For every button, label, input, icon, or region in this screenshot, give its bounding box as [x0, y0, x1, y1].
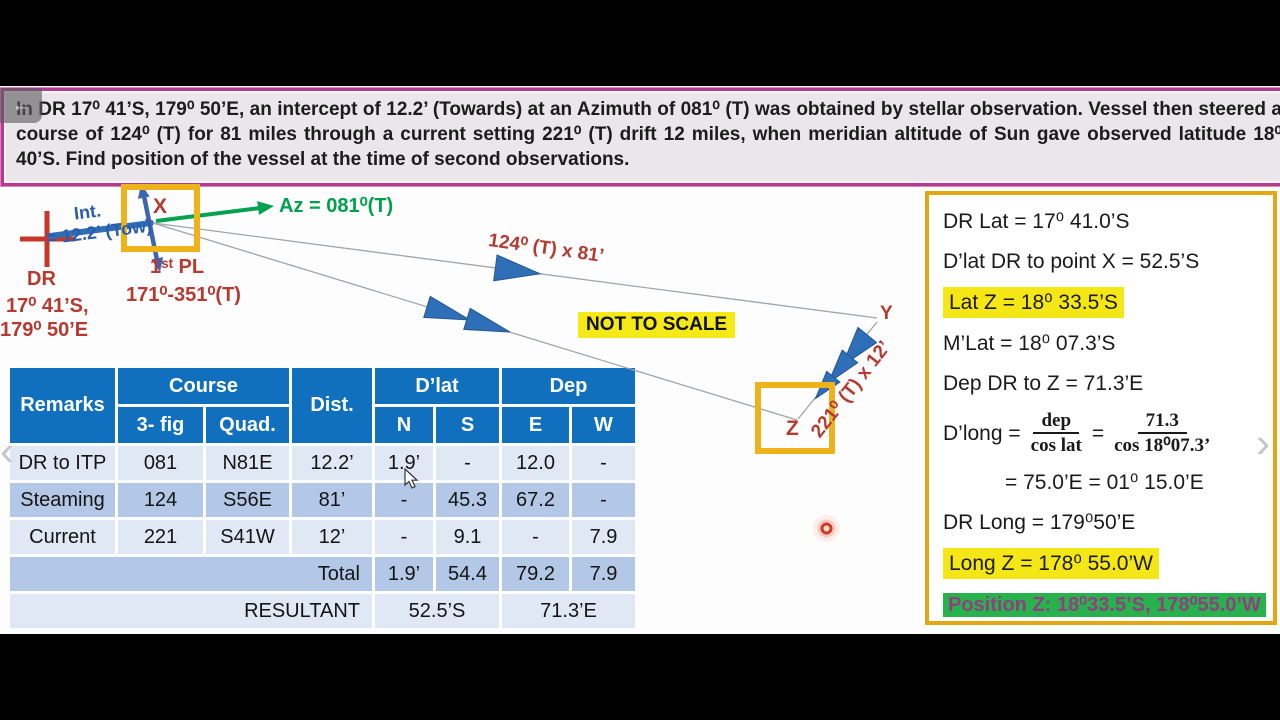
total-row-label: Total — [10, 557, 372, 591]
col-header-dep: Dep — [502, 368, 635, 404]
col-header-w: W — [572, 407, 635, 443]
table-cell: 12’ — [292, 520, 372, 554]
resultant-row-label: RESULTANT — [10, 594, 372, 628]
table-cell: 1.9’ — [375, 557, 433, 591]
table-cell: 54.4 — [436, 557, 499, 591]
not-to-scale-badge: NOT TO SCALE — [578, 312, 736, 338]
back-arrow-icon: ← — [11, 94, 31, 116]
table-cell: 81’ — [292, 483, 372, 517]
dr-label: DR — [27, 268, 56, 290]
calc-dr-lat: DR Lat = 17⁰ 41.0’S — [943, 210, 1130, 233]
course-arrowhead — [463, 307, 511, 333]
table-cell: - — [436, 446, 499, 480]
calc-lat-z: Lat Z = 18⁰ 33.5’S — [943, 287, 1124, 318]
calc-dlong-formula: D’long = dep cos lat = 71.3 cos 18⁰07.3’ — [943, 409, 1259, 457]
col-header-dlat: D’lat — [375, 368, 499, 404]
next-slide-chevron-icon[interactable]: › — [1256, 419, 1270, 466]
table-cell: S41W — [206, 520, 289, 554]
x-marker-box — [121, 184, 200, 252]
dlong-lhs: D’long = — [943, 421, 1021, 445]
table-cell: - — [502, 520, 569, 554]
table-cell: 12.0 — [502, 446, 569, 480]
col-header-quad: Quad. — [206, 407, 289, 443]
equals-sign: = — [1091, 421, 1105, 445]
problem-statement: In DR 17⁰ 41’S, 179⁰ 50’E, an intercept … — [1, 88, 1280, 186]
col-header-n: N — [375, 407, 433, 443]
back-button[interactable]: ← — [0, 88, 42, 123]
azimuth-label: Az = 081⁰(T) — [279, 195, 394, 217]
col-header-e: E — [502, 407, 569, 443]
table-cell: 9.1 — [436, 520, 499, 554]
table-cell: 67.2 — [502, 483, 569, 517]
laser-pointer-dot — [812, 514, 841, 543]
table-cell: S56E — [206, 483, 289, 517]
position-line-arrowhead-bottom — [151, 257, 164, 272]
table-cell: - — [375, 483, 433, 517]
table-cell: 1.9’ — [375, 446, 433, 480]
table-cell: 124 — [118, 483, 203, 517]
table-cell: 081 — [118, 446, 203, 480]
dr-latitude-label: 17⁰ 41’S, — [6, 295, 89, 317]
table-cell: - — [375, 520, 433, 554]
intercept-label: Int. — [72, 200, 103, 224]
table-cell: 45.3 — [436, 483, 499, 517]
table-cell: 221 — [118, 520, 203, 554]
calc-dep: Dep DR to Z = 71.3’E — [943, 372, 1144, 395]
course-arrowhead — [423, 295, 471, 321]
table-cell: 12.2’ — [292, 446, 372, 480]
calc-dr-long: DR Long = 179⁰50’E — [943, 511, 1136, 534]
table-cell: 79.2 — [502, 557, 569, 591]
resultant-dlat: 52.5’S — [375, 594, 499, 628]
point-x-label: X — [153, 195, 168, 218]
col-header-s: S — [436, 407, 499, 443]
first-pl-bearing-label: 171⁰-351⁰(T) — [126, 284, 241, 306]
table-cell: Current — [10, 520, 115, 554]
table-cell: 7.9 — [572, 520, 635, 554]
plotting-diagram — [20, 184, 878, 454]
dr-longitude-label: 179⁰ 50’E — [0, 319, 89, 341]
calc-mlat: M’Lat = 18⁰ 07.3’S — [943, 332, 1116, 355]
col-header-dist: Dist. — [292, 368, 372, 443]
table-cell: N81E — [206, 446, 289, 480]
point-y-label: Y — [880, 303, 893, 324]
traverse-table: Remarks Course Dist. D’lat Dep 3- fig Qu… — [10, 368, 635, 628]
point-z-label: Z — [786, 417, 799, 440]
calc-dlat: D’lat DR to point X = 52.5’S — [943, 250, 1200, 273]
calculation-panel: DR Lat = 17⁰ 41.0’S D’lat DR to point X … — [925, 191, 1277, 625]
position-line — [140, 190, 161, 266]
first-pl-label: 1ˢᵗ PL — [150, 256, 205, 278]
azimuth-arrowhead — [257, 201, 274, 215]
prev-slide-chevron-icon[interactable]: ‹ — [0, 427, 14, 474]
fraction-dep-coslat: dep cos lat — [1030, 410, 1082, 456]
col-header-3fig: 3- fig — [118, 407, 203, 443]
col-header-remarks: Remarks — [10, 368, 115, 443]
azimuth-arrow — [155, 206, 261, 223]
current-arrowhead — [827, 349, 859, 385]
course-arrowhead — [493, 254, 542, 282]
fraction-values: 71.3 cos 18⁰07.3’ — [1114, 410, 1211, 456]
col-header-course: Course — [118, 368, 289, 404]
calc-position-z: Position Z: 18⁰33.5’S, 178⁰55.0’W — [943, 593, 1266, 617]
table-cell: - — [572, 483, 635, 517]
intercept-line — [47, 220, 154, 239]
table-cell: - — [572, 446, 635, 480]
table-cell: 7.9 — [572, 557, 635, 591]
resultant-dep: 71.3’E — [502, 594, 635, 628]
mouse-cursor — [404, 468, 419, 489]
z-marker-box — [755, 382, 835, 454]
table-cell: DR to ITP — [10, 446, 115, 480]
calc-long-z: Long Z = 178⁰ 55.0’W — [943, 548, 1159, 579]
table-cell: Steaming — [10, 483, 115, 517]
calc-dlong-result: = 75.0’E = 01⁰ 15.0’E — [1005, 471, 1204, 494]
